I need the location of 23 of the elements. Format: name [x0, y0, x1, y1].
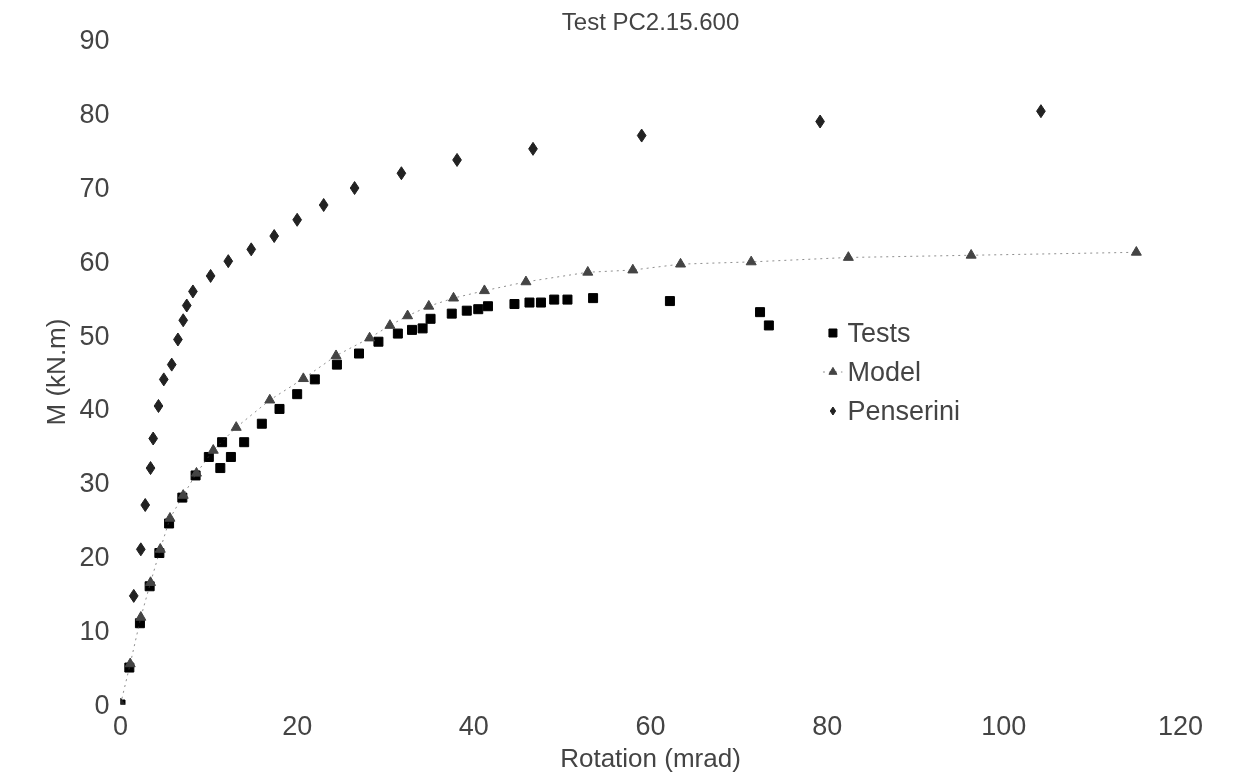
y-tick-label: 80 — [79, 98, 110, 129]
chart-title: Test PC2.15.600 — [561, 7, 740, 35]
y-axis-title: M (kN.m) — [41, 318, 72, 426]
y-tick-label: 20 — [79, 542, 110, 573]
x-tick-label: 120 — [1157, 710, 1204, 741]
y-tick-label: 30 — [79, 468, 110, 499]
y-tick-label: 0 — [94, 690, 110, 720]
x-axis-title: Rotation (mrad) — [560, 742, 741, 773]
x-tick-label: 20 — [282, 710, 313, 741]
legend-label: Tests — [847, 317, 911, 348]
y-tick-label: 60 — [79, 246, 110, 277]
x-tick-label: 80 — [812, 710, 843, 741]
y-tick-label: 90 — [79, 25, 110, 55]
x-tick-label: 0 — [112, 710, 129, 741]
y-tick-label: 10 — [79, 616, 110, 647]
x-tick-label: 60 — [635, 710, 666, 741]
y-tick-label: 70 — [79, 172, 110, 203]
y-tick-label: 40 — [79, 394, 110, 425]
x-tick-label: 40 — [458, 710, 489, 741]
legend-label: Model — [847, 356, 921, 387]
x-tick-label: 100 — [981, 710, 1027, 741]
y-tick-label: 50 — [79, 320, 110, 351]
legend-label: Penserini — [847, 395, 960, 426]
